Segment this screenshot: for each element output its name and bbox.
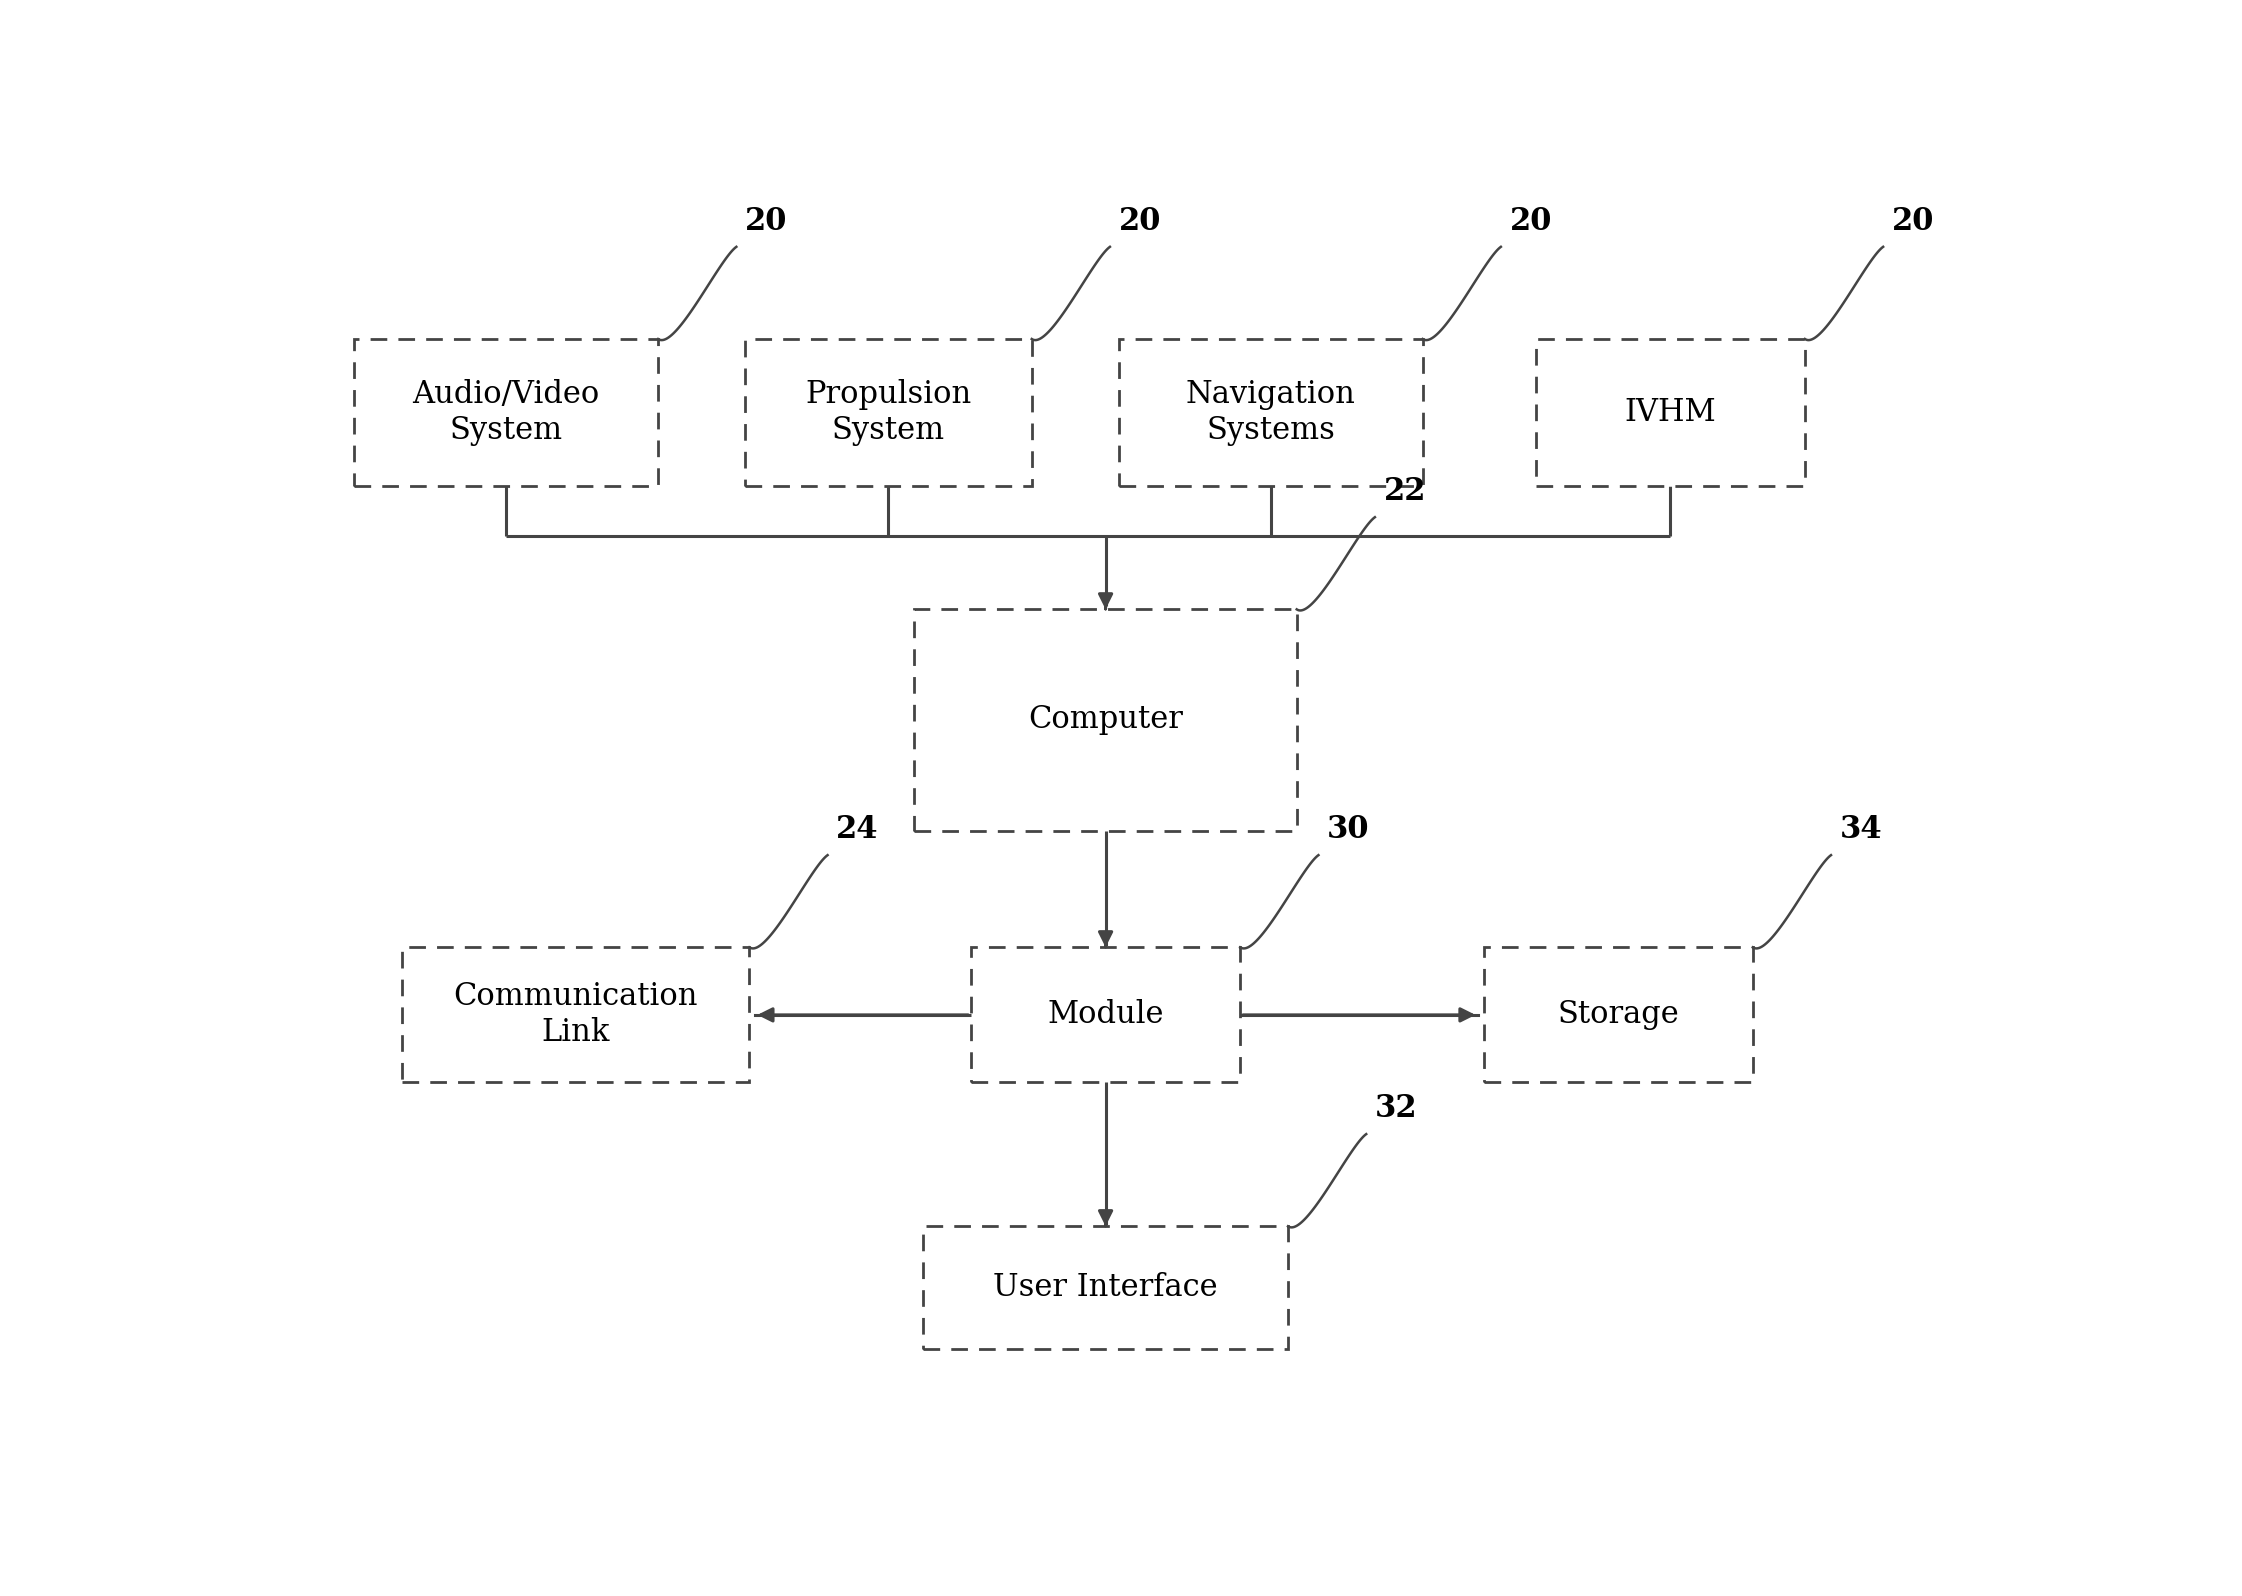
Bar [744, 338, 1031, 487]
Text: 20: 20 [744, 206, 787, 236]
Text: Computer: Computer [1029, 704, 1184, 736]
Bar [971, 948, 1240, 1082]
Text: Propulsion
System: Propulsion System [805, 380, 971, 447]
Text: IVHM: IVHM [1625, 397, 1715, 428]
Text: 34: 34 [1841, 814, 1883, 846]
Text: Storage: Storage [1558, 999, 1679, 1031]
Bar [924, 1226, 1287, 1349]
Bar [354, 338, 659, 487]
Text: 22: 22 [1383, 476, 1426, 508]
Text: 20: 20 [1119, 206, 1161, 236]
Text: Navigation
Systems: Navigation Systems [1186, 380, 1356, 447]
Bar [915, 610, 1296, 830]
Text: Audio/Video
System: Audio/Video System [413, 380, 601, 447]
Text: Communication
Link: Communication Link [453, 982, 697, 1049]
Text: 20: 20 [1892, 206, 1935, 236]
Text: 20: 20 [1509, 206, 1551, 236]
Bar [1484, 948, 1753, 1082]
Text: 30: 30 [1327, 814, 1370, 846]
Bar [401, 948, 749, 1082]
Bar [1536, 338, 1805, 487]
Bar [1119, 338, 1424, 487]
Text: Module: Module [1047, 999, 1164, 1031]
Text: 32: 32 [1374, 1093, 1417, 1124]
Text: 24: 24 [836, 814, 879, 846]
Text: User Interface: User Interface [993, 1272, 1217, 1304]
